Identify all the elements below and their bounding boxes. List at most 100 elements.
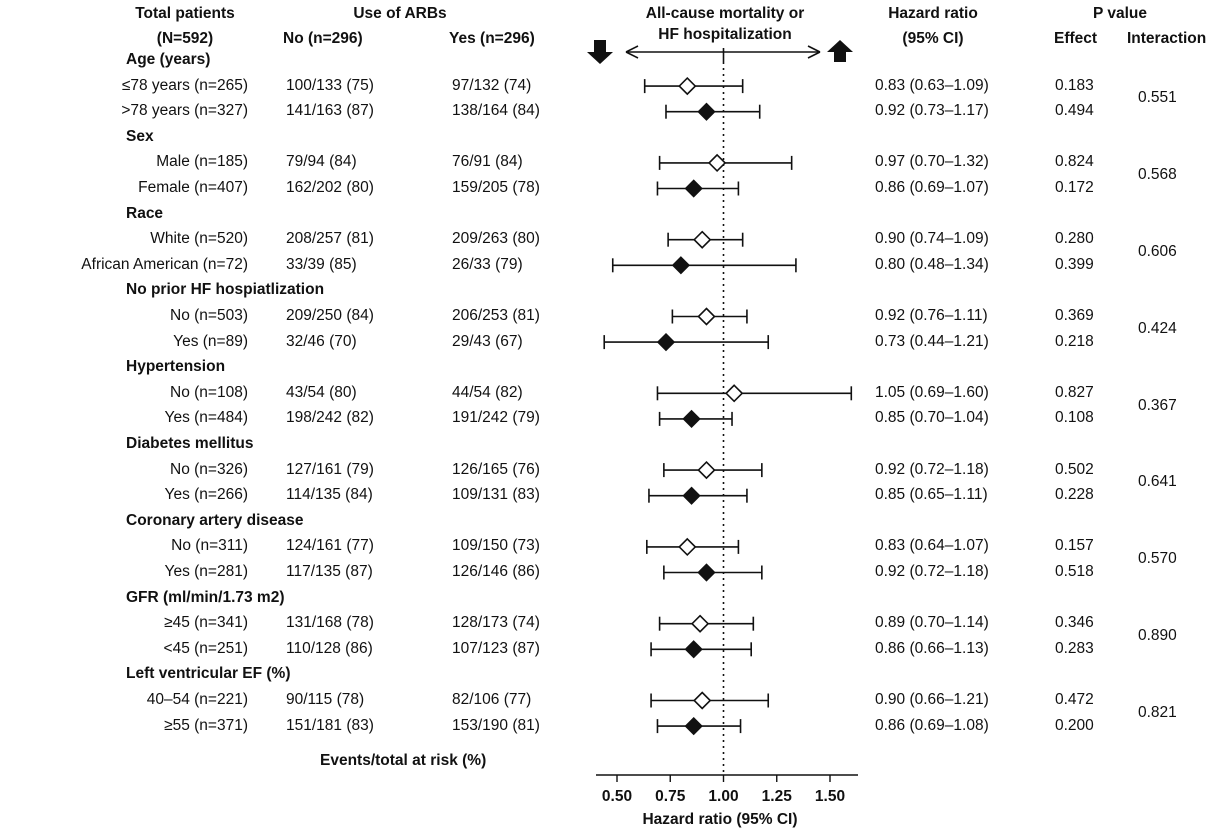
total-patients-heading: Total patients xyxy=(135,5,235,22)
group-title: Hypertension xyxy=(126,358,226,376)
events-footer-label: Events/total at risk (%) xyxy=(320,752,487,769)
p-interaction-heading: Interaction xyxy=(1127,30,1207,47)
no-arbs-events: 43/54 (80) xyxy=(286,383,357,401)
hazard-ratio-heading: Hazard ratio xyxy=(888,5,978,22)
no-arbs-events: 131/168 (78) xyxy=(286,614,374,632)
hazard-ratio-marker-filled xyxy=(682,486,701,505)
outcome-heading-line1: All-cause mortality or xyxy=(645,5,805,22)
subgroup-label: ≥55 (n=371) xyxy=(164,716,248,734)
p-effect-value: 0.369 xyxy=(1055,307,1094,324)
yes-arbs-events: 109/131 (83) xyxy=(452,486,540,504)
p-value-heading: P value xyxy=(1092,5,1147,22)
hazard-ratio-text: 1.05 (0.69–1.60) xyxy=(875,383,989,401)
yes-arbs-events: 138/164 (84) xyxy=(452,102,540,120)
no-arbs-events: 124/161 (77) xyxy=(286,537,374,555)
hazard-ratio-ci-heading: (95% CI) xyxy=(902,30,964,47)
hazard-ratio-marker-open xyxy=(707,153,727,173)
p-effect-value: 0.108 xyxy=(1055,409,1094,427)
x-axis-title: Hazard ratio (95% CI) xyxy=(642,811,798,828)
hazard-ratio-marker-filled xyxy=(684,640,703,659)
hazard-ratio-marker-open xyxy=(725,384,744,403)
p-effect-value: 0.472 xyxy=(1055,691,1094,708)
p-interaction-value: 0.568 xyxy=(1138,166,1177,184)
p-interaction-value: 0.570 xyxy=(1138,550,1177,568)
yes-arbs-events: 107/123 (87) xyxy=(452,639,540,657)
yes-arbs-events: 97/132 (74) xyxy=(452,76,532,94)
no-arbs-events: 90/115 (78) xyxy=(286,691,365,708)
hazard-ratio-marker-open xyxy=(678,537,697,557)
no-arbs-events: 79/94 (84) xyxy=(286,153,357,171)
p-effect-value: 0.824 xyxy=(1055,153,1094,171)
hazard-ratio-text: 0.83 (0.64–1.07) xyxy=(875,537,989,555)
subgroup-label: Male (n=185) xyxy=(156,153,248,171)
hazard-ratio-marker-filled xyxy=(697,563,716,582)
p-effect-value: 0.399 xyxy=(1055,255,1094,273)
group-title: Coronary artery disease xyxy=(126,511,304,529)
p-effect-value: 0.183 xyxy=(1055,76,1094,94)
p-effect-value: 0.518 xyxy=(1055,563,1094,580)
p-interaction-value: 0.890 xyxy=(1138,627,1177,644)
subgroup-label: No (n=108) xyxy=(170,383,248,401)
p-effect-value: 0.280 xyxy=(1055,230,1094,248)
group-title: Race xyxy=(126,204,164,222)
hazard-ratio-marker-open xyxy=(693,230,712,249)
p-interaction-value: 0.424 xyxy=(1138,319,1177,337)
no-arbs-events: 32/46 (70) xyxy=(286,332,357,350)
no-arbs-events: 117/135 (87) xyxy=(286,563,373,580)
p-effect-value: 0.494 xyxy=(1055,102,1094,120)
hazard-ratio-text: 0.86 (0.66–1.13) xyxy=(875,639,989,657)
yes-arbs-events: 29/43 (67) xyxy=(452,332,523,350)
yes-arbs-events: 128/173 (74) xyxy=(452,614,540,632)
no-arbs-events: 141/163 (87) xyxy=(286,102,374,120)
yes-arbs-events: 26/33 (79) xyxy=(452,255,523,273)
hazard-ratio-text: 0.90 (0.74–1.09) xyxy=(875,230,989,248)
subgroup-label: >78 years (n=327) xyxy=(121,102,248,120)
outcome-heading-line2: HF hospitalization xyxy=(658,26,792,43)
p-interaction-value: 0.551 xyxy=(1138,89,1177,107)
subgroup-label: Yes (n=484) xyxy=(164,409,248,427)
group-title: GFR (ml/min/1.73 m2) xyxy=(126,588,285,606)
p-effect-value: 0.172 xyxy=(1055,179,1094,196)
yes-arbs-events: 126/165 (76) xyxy=(452,460,540,478)
p-effect-value: 0.157 xyxy=(1055,537,1094,555)
hazard-ratio-marker-filled xyxy=(684,716,703,736)
group-title: No prior HF hospiatlization xyxy=(126,281,325,299)
p-interaction-value: 0.606 xyxy=(1138,243,1177,260)
hazard-ratio-marker-open xyxy=(697,307,716,326)
yes-arbs-events: 209/263 (80) xyxy=(452,230,540,248)
hazard-ratio-text: 0.86 (0.69–1.08) xyxy=(875,716,989,734)
yes-arbs-events: 76/91 (84) xyxy=(452,153,523,171)
no-arbs-events: 100/133 (75) xyxy=(286,76,374,94)
left-arrowhead xyxy=(625,45,639,59)
hazard-ratio-marker-filled xyxy=(671,256,691,275)
yes-arbs-events: 206/253 (81) xyxy=(452,307,540,324)
yes-arbs-events: 82/106 (77) xyxy=(452,691,532,708)
hazard-ratio-text: 0.80 (0.48–1.34) xyxy=(875,255,989,273)
subgroup-label: ≥45 (n=341) xyxy=(164,614,248,632)
hazard-ratio-text: 0.92 (0.73–1.17) xyxy=(875,102,989,120)
hazard-ratio-marker-open xyxy=(690,614,710,633)
hazard-ratio-text: 0.73 (0.44–1.21) xyxy=(875,332,989,350)
x-tick-label: 0.50 xyxy=(602,788,632,805)
x-tick-label: 1.25 xyxy=(762,788,793,805)
subgroup-label: 40–54 (n=221) xyxy=(146,691,248,708)
hazard-ratio-marker-filled xyxy=(682,409,701,429)
group-title: Sex xyxy=(126,127,154,145)
p-interaction-value: 0.641 xyxy=(1138,473,1177,491)
yes-arbs-events: 109/150 (73) xyxy=(452,537,540,555)
no-arbs-events: 162/202 (80) xyxy=(286,179,374,196)
x-tick-label: 1.00 xyxy=(708,788,738,805)
hazard-ratio-text: 0.85 (0.70–1.04) xyxy=(875,409,989,427)
up-arrow-icon xyxy=(827,40,853,62)
subgroup-label: Female (n=407) xyxy=(138,179,248,196)
total-n-heading: (N=592) xyxy=(156,30,214,47)
subgroup-label: ≤78 years (n=265) xyxy=(121,76,248,94)
hazard-ratio-text: 0.92 (0.72–1.18) xyxy=(875,460,989,478)
group-title: Age (years) xyxy=(126,51,211,68)
no-arbs-events: 208/257 (81) xyxy=(286,230,374,248)
hazard-ratio-marker-filled xyxy=(656,332,676,352)
subgroup-label: <45 (n=251) xyxy=(163,639,248,657)
subgroup-label: No (n=326) xyxy=(170,460,248,478)
no-arbs-events: 127/161 (79) xyxy=(286,460,374,478)
right-arrowhead xyxy=(807,45,821,59)
